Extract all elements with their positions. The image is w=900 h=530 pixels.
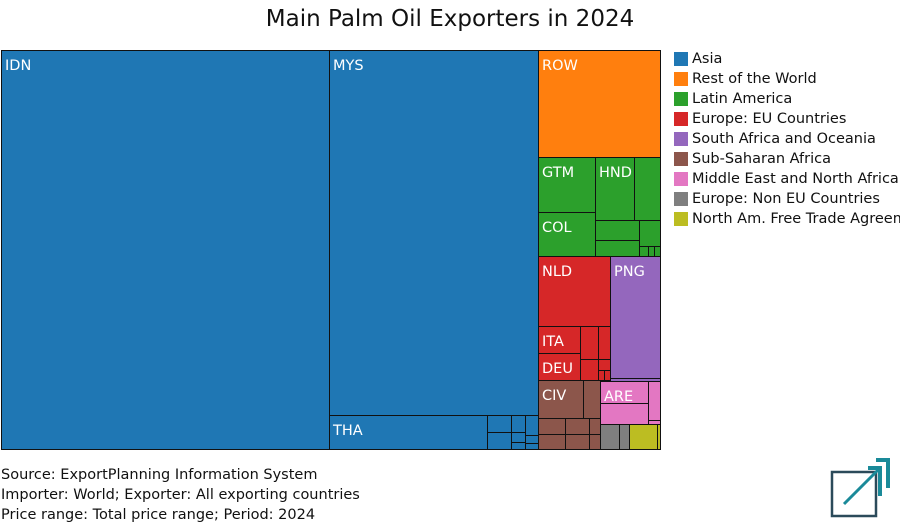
treemap-cell-eu-small[interactable] [598,326,611,360]
treemap-cell-asia-small[interactable] [487,432,512,450]
treemap-cell-ssa-small[interactable] [589,434,601,450]
treemap-cell-nafta[interactable] [629,424,658,450]
legend-label: Sub-Saharan Africa [692,151,831,167]
legend-label: Rest of the World [692,71,817,87]
treemap-cell-asia-small[interactable] [511,415,526,433]
legend-label: South Africa and Oceania [692,131,876,147]
treemap-cell-eu-small[interactable] [598,359,611,371]
treemap-cell-ssa-small[interactable] [565,418,590,435]
treemap-label-mys: MYS [333,58,364,74]
treemap-cell-latam-small[interactable] [595,240,640,257]
treemap-cell-col[interactable] [538,212,596,257]
legend-label: Europe: EU Countries [692,111,847,127]
treemap-label-nld: NLD [542,264,572,280]
treemap-cell-mena-small[interactable] [600,403,649,425]
treemap-cell-ssa-small[interactable] [589,418,601,435]
treemap-cell-latam-small[interactable] [648,246,655,257]
treemap-cell-row[interactable] [538,50,661,158]
legend-label: Europe: Non EU Countries [692,191,880,207]
source-note: Source: ExportPlanning Information Syste… [1,467,318,483]
treemap-cell-idn[interactable] [1,50,330,450]
treemap-cell-nld[interactable] [538,256,611,327]
treemap-label-idn: IDN [5,58,31,74]
treemap-label-ita: ITA [542,334,564,350]
treemap-cell-eu-small[interactable] [604,370,611,381]
treemap-cell-ssa-small[interactable] [538,418,566,435]
treemap-cell-asia-small[interactable] [525,435,539,444]
treemap-cell-asia-small[interactable] [525,415,539,436]
treemap-cell-ssa-small[interactable] [583,380,601,419]
price-range-note: Price range: Total price range; Period: … [1,507,316,523]
treemap-cell-non-eu[interactable] [619,424,630,450]
treemap-cell-gtm[interactable] [538,157,596,213]
legend-swatch [674,152,688,166]
treemap-cell-eu-small[interactable] [580,359,599,381]
legend-swatch [674,52,688,66]
treemap-cell-mena-small[interactable] [648,420,661,425]
treemap-cell-asia-small[interactable] [487,415,512,433]
treemap-label-col: COL [542,220,572,236]
chart-title: Main Palm Oil Exporters in 2024 [265,6,635,32]
treemap-cell-mys[interactable] [329,50,539,416]
treemap-cell-latam-small[interactable] [639,246,649,257]
treemap-cell-ssa-small[interactable] [565,434,590,450]
treemap-cell-nafta[interactable] [657,424,661,450]
legend-swatch [674,112,688,126]
treemap-cell-ssa-small[interactable] [538,434,566,450]
treemap-label-civ: CIV [542,388,566,404]
treemap-cell-latam-small[interactable] [639,220,661,247]
chart-footer: Source: ExportPlanning Information Syste… [1,465,360,525]
legend-label: North Am. Free Trade Agreement [692,211,900,227]
treemap-cell-latam-small[interactable] [654,246,661,257]
exportplanning-logo-icon[interactable] [830,458,890,520]
legend-swatch [674,92,688,106]
treemap-label-hnd: HND [599,165,632,181]
legend-label: Middle East and North Africa [692,171,899,187]
legend-swatch [674,72,688,86]
legend-label: Latin America [692,91,793,107]
treemap-label-deu: DEU [542,361,573,377]
treemap-label-row: ROW [542,58,578,74]
treemap-cell-non-eu[interactable] [600,424,620,450]
treemap-cell-asia-small[interactable] [511,442,526,450]
treemap-label-tha: THA [332,423,363,439]
legend-swatch [674,132,688,146]
legend-swatch [674,172,688,186]
treemap-cell-latam-small[interactable] [595,220,640,241]
treemap-cell-eu-small[interactable] [580,326,599,360]
treemap-cell-png[interactable] [610,256,661,379]
treemap-cell-eu-small[interactable] [598,370,605,381]
treemap-label-are: ARE [604,389,633,405]
treemap-cell-civ[interactable] [538,380,584,419]
legend-swatch [674,192,688,206]
importer-note: Importer: World; Exporter: All exporting… [1,487,360,503]
treemap-label-png: PNG [614,264,645,280]
legend-label: Asia [692,51,723,67]
treemap-cell-tha[interactable] [329,415,488,450]
treemap-label-gtm: GTM [542,165,574,181]
treemap-cell-latam-small[interactable] [634,157,661,221]
treemap-cell-hnd[interactable] [595,157,635,221]
legend-swatch [674,212,688,226]
treemap-cell-asia-small[interactable] [511,432,526,443]
treemap-cell-asia-small[interactable] [525,443,539,450]
treemap-cell-mena-small[interactable] [648,381,661,421]
